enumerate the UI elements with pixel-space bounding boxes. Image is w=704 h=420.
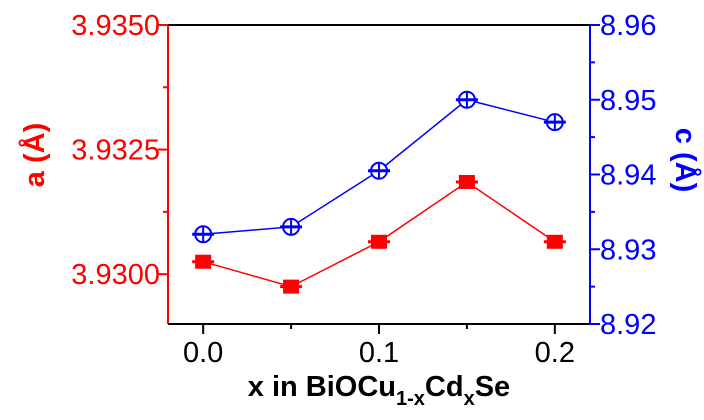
x-axis-ticks: 0.0 0.1 0.2: [183, 324, 575, 369]
data-point-c: [192, 225, 215, 244]
left-axis-title: a (Å): [18, 123, 51, 187]
x-tick-label: 0.0: [183, 337, 223, 369]
data-point-c: [368, 161, 390, 180]
left-tick-label: 3.9300: [71, 259, 160, 291]
series-layer: [192, 90, 566, 294]
data-point-c: [543, 113, 566, 132]
right-axis-ticks: 8.92 8.93 8.94 8.95 8.96: [590, 10, 656, 341]
data-point-c: [280, 217, 303, 236]
left-axis-ticks: 3.9300 3.9325 3.9350: [71, 10, 168, 291]
x-tick-label: 0.2: [535, 337, 575, 369]
x-axis-title: x in BiOCu1-xCdxSe: [248, 371, 510, 410]
series-line-left: [202, 181, 556, 288]
x-tick-label: 0.1: [359, 337, 399, 369]
right-tick-label: 8.96: [600, 10, 656, 42]
right-tick-label: 8.95: [600, 85, 656, 117]
left-tick-label: 3.9350: [71, 10, 160, 42]
right-tick-label: 8.92: [600, 309, 656, 341]
right-tick-label: 8.93: [600, 234, 656, 266]
data-point-c: [455, 90, 478, 109]
left-tick-label: 3.9325: [71, 135, 160, 167]
right-tick-label: 8.94: [600, 160, 656, 192]
right-axis-title: c (Å): [669, 128, 702, 192]
